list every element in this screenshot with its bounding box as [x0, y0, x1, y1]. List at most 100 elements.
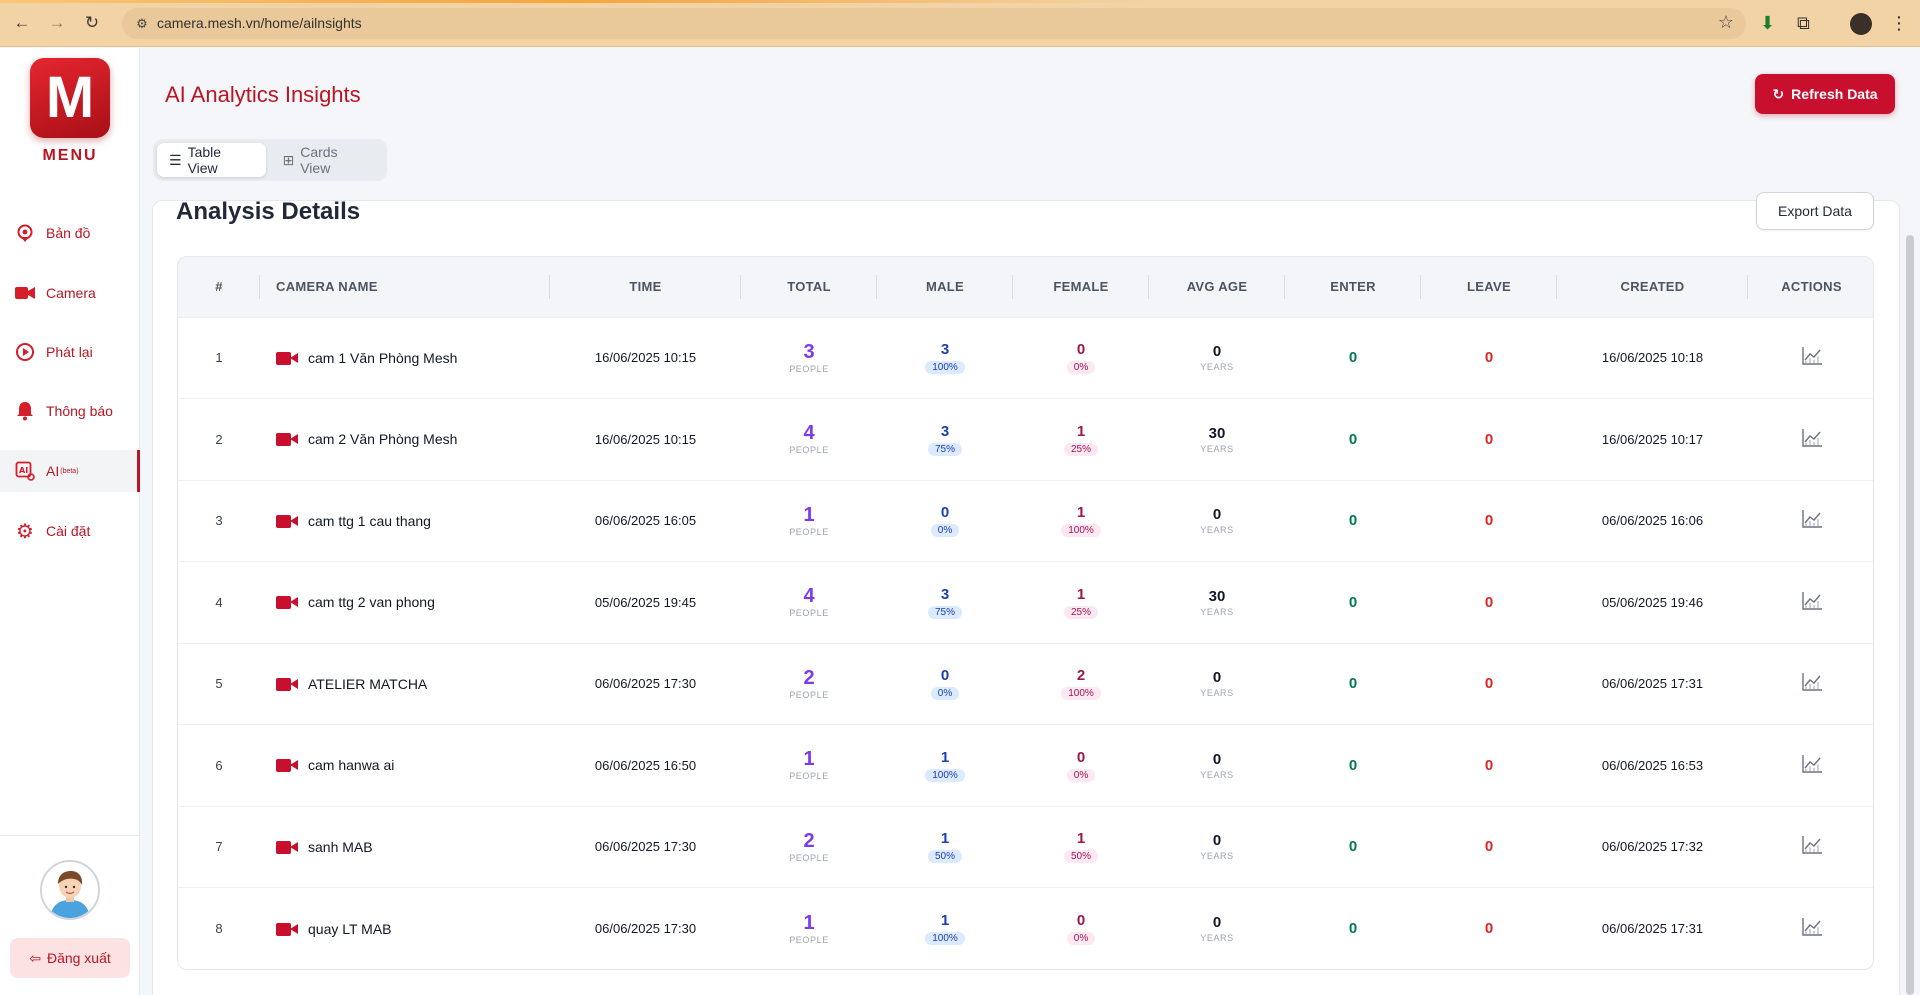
male-value: 3 [940, 585, 950, 603]
people-unit: PEOPLE [789, 445, 829, 456]
years-unit: YEARS [1200, 688, 1234, 699]
male-cell: 1 100% [877, 725, 1013, 807]
avg-age-value: 30 [1208, 424, 1226, 442]
total-value: 4 [803, 585, 815, 608]
reload-icon[interactable]: ↻ [84, 13, 100, 32]
table-row[interactable]: 1 cam 1 Văn Phòng Mesh 16/06/2025 10:15 … [178, 317, 1873, 399]
user-avatar[interactable] [40, 860, 100, 920]
male-cell: 3 75% [877, 399, 1013, 481]
female-percent-badge: 0% [1066, 768, 1096, 782]
total-value: 2 [803, 829, 815, 852]
table-row[interactable]: 3 cam ttg 1 cau thang 06/06/2025 16:05 1… [178, 480, 1873, 562]
table-row[interactable]: 2 cam 2 Văn Phòng Mesh 16/06/2025 10:15 … [178, 398, 1873, 481]
col-header-camera[interactable]: CAMERA NAME [260, 257, 550, 317]
export-data-button[interactable]: Export Data [1756, 192, 1874, 230]
table-row[interactable]: 5 ATELIER MATCHA 06/06/2025 17:30 2 PEOP… [178, 643, 1873, 725]
avg-age-cell: 0 YEARS [1149, 888, 1285, 970]
col-header-leave[interactable]: LEAVE [1421, 257, 1557, 317]
male-cell: 3 75% [877, 562, 1013, 644]
table-row[interactable]: 6 cam hanwa ai 06/06/2025 16:50 1 PEOPLE… [178, 724, 1873, 807]
people-unit: PEOPLE [789, 852, 829, 863]
table-row[interactable]: 8 quay LT MAB 06/06/2025 17:30 1 PEOPLE … [178, 887, 1873, 970]
camera-name: cam 1 Văn Phòng Mesh [308, 349, 458, 366]
chart-icon[interactable] [1801, 346, 1823, 366]
enter-value: 0 [1348, 430, 1358, 448]
camera-name-cell: cam ttg 2 van phong [260, 562, 550, 644]
col-header-time[interactable]: TIME [550, 257, 741, 317]
male-cell: 3 100% [877, 317, 1013, 399]
sidebar-item-map[interactable]: Bản đồ [0, 212, 140, 254]
col-header-total[interactable]: TOTAL [741, 257, 877, 317]
years-unit: YEARS [1200, 851, 1234, 862]
video-camera-icon [14, 282, 36, 304]
female-cell: 1 50% [1013, 806, 1149, 888]
total-value: 1 [803, 748, 815, 771]
sidebar-item-label: AI [46, 463, 60, 479]
col-header-male[interactable]: MALE [877, 257, 1013, 317]
col-header-female[interactable]: FEMALE [1013, 257, 1149, 317]
address-bar[interactable]: ⚙ camera.mesh.vn/home/ailnsights ☆ [122, 8, 1746, 39]
people-unit: PEOPLE [789, 526, 829, 537]
chart-icon[interactable] [1801, 591, 1823, 611]
video-camera-icon [276, 432, 298, 447]
profile-avatar-icon[interactable] [1850, 13, 1872, 35]
refresh-data-button[interactable]: ↻ Refresh Data [1755, 74, 1895, 114]
row-index: 3 [215, 513, 223, 529]
female-cell: 2 100% [1013, 643, 1149, 725]
time-cell: 06/06/2025 16:05 [594, 513, 697, 529]
total-value: 3 [803, 340, 815, 363]
enter-value: 0 [1348, 838, 1358, 856]
brand-logo[interactable]: M [30, 58, 110, 138]
time-cell: 05/06/2025 19:45 [594, 594, 697, 610]
col-header-avg-age[interactable]: AVG AGE [1149, 257, 1285, 317]
chart-icon[interactable] [1801, 672, 1823, 692]
sidebar-item-playback[interactable]: Phát lại [0, 331, 140, 373]
chart-icon[interactable] [1801, 428, 1823, 448]
download-icon[interactable]: ⬇ [1760, 13, 1776, 33]
male-value: 3 [940, 422, 950, 440]
col-header-enter[interactable]: ENTER [1285, 257, 1421, 317]
site-info-icon[interactable]: ⚙ [136, 16, 148, 31]
female-value: 1 [1076, 585, 1086, 603]
table-row[interactable]: 4 cam ttg 2 van phong 05/06/2025 19:45 4… [178, 561, 1873, 644]
logout-label: Đăng xuất [46, 950, 111, 966]
chart-icon[interactable] [1801, 835, 1823, 855]
address-bar-url[interactable]: camera.mesh.vn/home/ailnsights [157, 15, 362, 31]
row-index: 8 [215, 921, 223, 936]
chart-icon[interactable] [1801, 754, 1823, 774]
people-unit: PEOPLE [789, 771, 829, 782]
col-header-created[interactable]: CREATED [1557, 257, 1748, 317]
grid-icon: ⊞ [282, 151, 295, 168]
forward-icon[interactable]: → [48, 13, 66, 32]
camera-name: cam 2 Văn Phòng Mesh [308, 431, 458, 448]
tab-cards-view[interactable]: ⊞ Cards View [270, 143, 383, 177]
browser-toolbar: ← → ↻ ⚙ camera.mesh.vn/home/ailnsights ☆… [0, 0, 1920, 47]
female-cell: 0 0% [1013, 725, 1149, 807]
back-icon[interactable]: ← [13, 13, 31, 32]
panel-title: Analysis Details [176, 198, 361, 225]
total-cell: 2 PEOPLE [741, 643, 877, 725]
table-row[interactable]: 7 sanh MAB 06/06/2025 17:30 2 PEOPLE 1 5… [178, 806, 1873, 888]
page-scrollbar[interactable] [1906, 235, 1914, 995]
total-cell: 1 PEOPLE [741, 480, 877, 562]
sidebar-item-notifications[interactable]: Thông báo [0, 390, 140, 432]
male-percent-badge: 0% [930, 687, 960, 701]
sidebar-item-label: Camera [46, 285, 96, 301]
extensions-icon[interactable]: ⧉ [1797, 13, 1810, 33]
browser-menu-icon[interactable]: ⋮ [1890, 13, 1908, 33]
enter-value: 0 [1348, 593, 1358, 611]
enter-value: 0 [1348, 349, 1358, 367]
years-unit: YEARS [1200, 525, 1234, 536]
sidebar-item-ai[interactable]: AI AI (beta) [0, 450, 140, 492]
chart-icon[interactable] [1801, 509, 1823, 529]
actions-cell [1748, 317, 1873, 399]
chart-icon[interactable] [1801, 917, 1823, 937]
male-cell: 0 0% [877, 643, 1013, 725]
sidebar-item-settings[interactable]: ⚙ Cài đặt [0, 510, 140, 552]
logout-button[interactable]: ⇦ Đăng xuất [10, 938, 130, 978]
tab-table-view[interactable]: ☰ Table View [157, 143, 267, 177]
people-unit: PEOPLE [789, 689, 829, 700]
sidebar-item-camera[interactable]: Camera [0, 272, 140, 314]
bookmark-star-icon[interactable]: ☆ [1717, 12, 1734, 32]
svg-text:AI: AI [19, 466, 28, 475]
